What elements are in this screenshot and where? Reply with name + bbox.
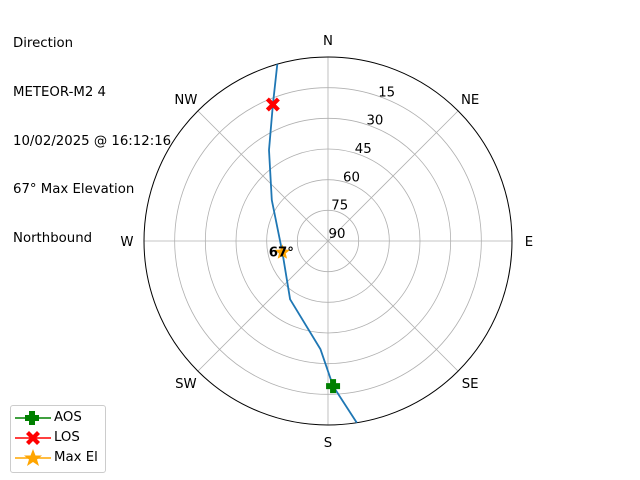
angular-tick-label: SE [462, 377, 479, 392]
angular-tick-label: E [525, 235, 533, 250]
angular-tick-label: W [120, 235, 133, 250]
legend-label: AOS [54, 410, 82, 425]
radial-tick-label: 75 [331, 199, 348, 214]
radial-tick-label: 90 [329, 227, 346, 242]
title-line: 67° Max Elevation [13, 182, 135, 198]
legend-item-los: LOS [11, 428, 105, 448]
title-line: 10/02/2025 @ 16:12:16 [13, 133, 172, 149]
polar-frame [143, 56, 513, 426]
legend-item-aos: AOS [11, 408, 105, 428]
plus-marker-icon [15, 411, 51, 425]
legend-item-max-el: Max El [11, 448, 105, 468]
aos-marker [326, 379, 341, 394]
radial-tick-label: 30 [366, 114, 383, 129]
legend-label: Max El [54, 450, 98, 465]
legend-label: LOS [54, 430, 80, 445]
legend: AOS LOS Max El [10, 405, 106, 473]
max-el-annotation: 67° [269, 245, 294, 260]
angular-gridline [327, 240, 459, 372]
angular-tick-label: N [323, 34, 333, 49]
angular-gridline [197, 240, 329, 372]
radial-tick-label: 15 [378, 85, 395, 100]
radial-tick-label: 45 [355, 142, 372, 157]
star-marker-icon [15, 449, 51, 466]
max-el-marker [274, 244, 290, 259]
x-marker-icon [15, 431, 51, 445]
radial-tick-label: 60 [343, 170, 360, 185]
angular-gridline [197, 110, 329, 242]
los-marker [265, 97, 280, 112]
title-line: Direction [13, 36, 74, 52]
angular-tick-label: NW [174, 93, 197, 108]
angular-tick-label: NE [461, 93, 479, 108]
angular-gridline [327, 110, 459, 242]
angular-tick-label: SW [175, 377, 197, 392]
title-line: METEOR-M2 4 [13, 85, 106, 101]
title-line: Northbound [13, 230, 93, 246]
chart-title: Direction METEOR-M2 4 10/02/2025 @ 16:12… [13, 4, 171, 263]
pass-track-line [268, 64, 358, 424]
angular-tick-label: S [324, 436, 332, 451]
